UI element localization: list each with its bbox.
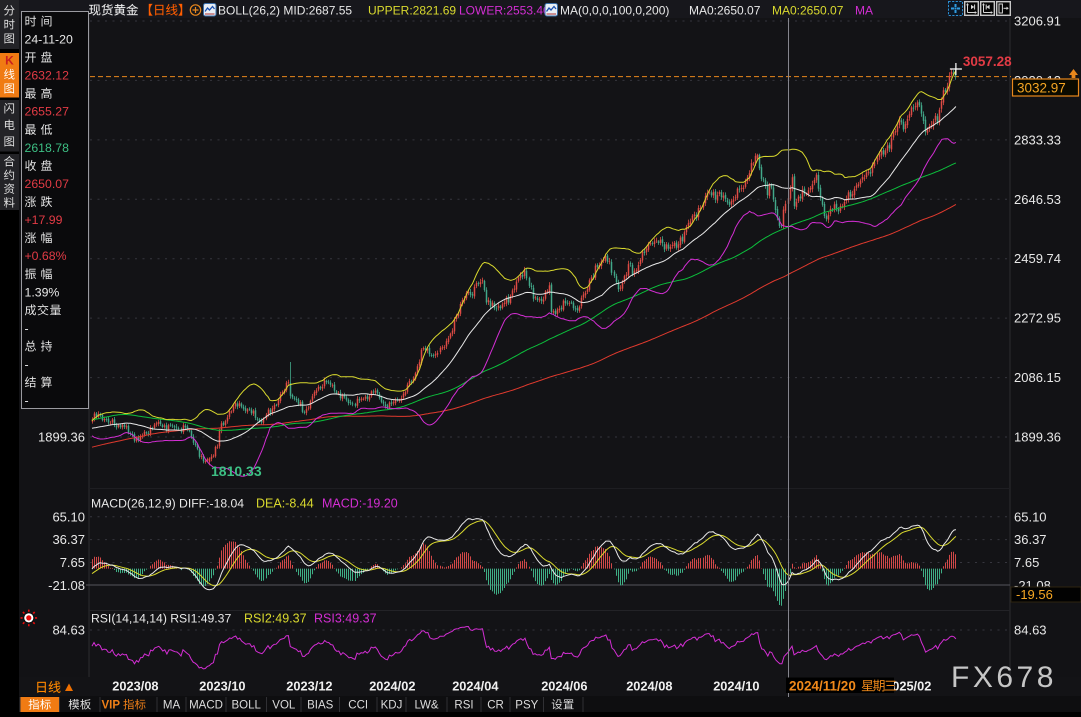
svg-text:3032.97: 3032.97 <box>1017 81 1066 96</box>
svg-text:1899.36: 1899.36 <box>38 430 85 445</box>
svg-text:2646.53: 2646.53 <box>1014 192 1061 207</box>
svg-text:36.37: 36.37 <box>1014 532 1047 547</box>
svg-text:MA(0,0,0,100,0,200): MA(0,0,0,100,0,200) <box>560 4 669 18</box>
svg-text:-: - <box>25 358 29 372</box>
svg-text:VIP: VIP <box>102 700 121 712</box>
svg-text:KDJ: KDJ <box>381 700 403 712</box>
svg-text:2618.78: 2618.78 <box>25 141 70 155</box>
svg-text:FX678: FX678 <box>951 661 1057 694</box>
svg-text:36.37: 36.37 <box>52 532 85 547</box>
svg-text:MA: MA <box>163 700 181 712</box>
svg-text:2833.33: 2833.33 <box>1014 132 1061 147</box>
svg-text:-21.08: -21.08 <box>48 578 85 593</box>
svg-text:LOWER:2553.40: LOWER:2553.40 <box>459 4 550 18</box>
svg-text:PSY: PSY <box>515 700 538 712</box>
svg-text:+0.68%: +0.68% <box>25 249 67 263</box>
svg-text:MACD:-19.20: MACD:-19.20 <box>322 497 398 511</box>
svg-text:+17.99: +17.99 <box>25 213 63 227</box>
svg-text:2024/11/20: 2024/11/20 <box>789 679 856 694</box>
svg-text:BOLL(26,2) MID:2687.55: BOLL(26,2) MID:2687.55 <box>218 4 352 18</box>
svg-text:-19.56: -19.56 <box>1016 587 1053 602</box>
svg-text:1899.36: 1899.36 <box>1014 430 1061 445</box>
svg-text:2655.27: 2655.27 <box>25 105 70 119</box>
svg-text:RSI: RSI <box>454 700 473 712</box>
svg-text:2025/02: 2025/02 <box>885 679 931 694</box>
svg-text:24-11-20: 24-11-20 <box>25 33 73 47</box>
svg-text:MA0:2650.07: MA0:2650.07 <box>689 4 761 18</box>
svg-text:BOLL: BOLL <box>231 700 261 712</box>
svg-text:RSI2:49.37: RSI2:49.37 <box>244 612 307 626</box>
svg-text:1.39%: 1.39% <box>25 285 60 299</box>
svg-text:K: K <box>5 54 14 68</box>
svg-text:2632.12: 2632.12 <box>25 69 70 83</box>
svg-text:3206.91: 3206.91 <box>1014 14 1061 29</box>
svg-text:3057.28: 3057.28 <box>963 54 1012 69</box>
svg-text:MACD: MACD <box>189 700 223 712</box>
svg-text:MACD(26,12,9) DIFF:-18.04: MACD(26,12,9) DIFF:-18.04 <box>91 497 244 511</box>
svg-text:2023/08: 2023/08 <box>112 679 158 694</box>
svg-text:2459.74: 2459.74 <box>1014 251 1061 266</box>
svg-text:84.63: 84.63 <box>52 623 85 638</box>
svg-text:CCI: CCI <box>348 700 368 712</box>
svg-text:-: - <box>25 321 29 335</box>
svg-text:2086.15: 2086.15 <box>1014 370 1061 385</box>
svg-text:RSI3:49.37: RSI3:49.37 <box>314 612 377 626</box>
svg-text:LW&: LW& <box>414 700 438 712</box>
svg-text:VOL: VOL <box>272 700 296 712</box>
svg-text:MA0:2650.07: MA0:2650.07 <box>772 4 844 18</box>
svg-text:2650.07: 2650.07 <box>25 177 70 191</box>
svg-text:MA: MA <box>855 4 873 18</box>
svg-text:2272.95: 2272.95 <box>1014 311 1061 326</box>
svg-text:2024/02: 2024/02 <box>369 679 415 694</box>
svg-text:2023/12: 2023/12 <box>286 679 332 694</box>
svg-text:CR: CR <box>487 700 504 712</box>
svg-text:-: - <box>25 394 29 408</box>
svg-text:DEA:-8.44: DEA:-8.44 <box>256 497 314 511</box>
svg-text:UPPER:2821.69: UPPER:2821.69 <box>368 4 456 18</box>
svg-text:65.10: 65.10 <box>1014 509 1047 524</box>
svg-text:2024/06: 2024/06 <box>541 679 587 694</box>
svg-text:7.65: 7.65 <box>1014 555 1039 570</box>
svg-text:2024/08: 2024/08 <box>626 679 672 694</box>
svg-text:RSI(14,14,14) RSI1:49.37: RSI(14,14,14) RSI1:49.37 <box>91 612 231 626</box>
svg-text:84.63: 84.63 <box>1014 623 1047 638</box>
svg-text:65.10: 65.10 <box>52 509 85 524</box>
svg-text:1810.33: 1810.33 <box>211 463 262 479</box>
svg-text:2024/04: 2024/04 <box>452 679 499 694</box>
svg-text:2024/10: 2024/10 <box>713 679 759 694</box>
svg-text:BIAS: BIAS <box>307 700 334 712</box>
svg-text:2023/10: 2023/10 <box>199 679 245 694</box>
svg-text:7.65: 7.65 <box>60 555 85 570</box>
